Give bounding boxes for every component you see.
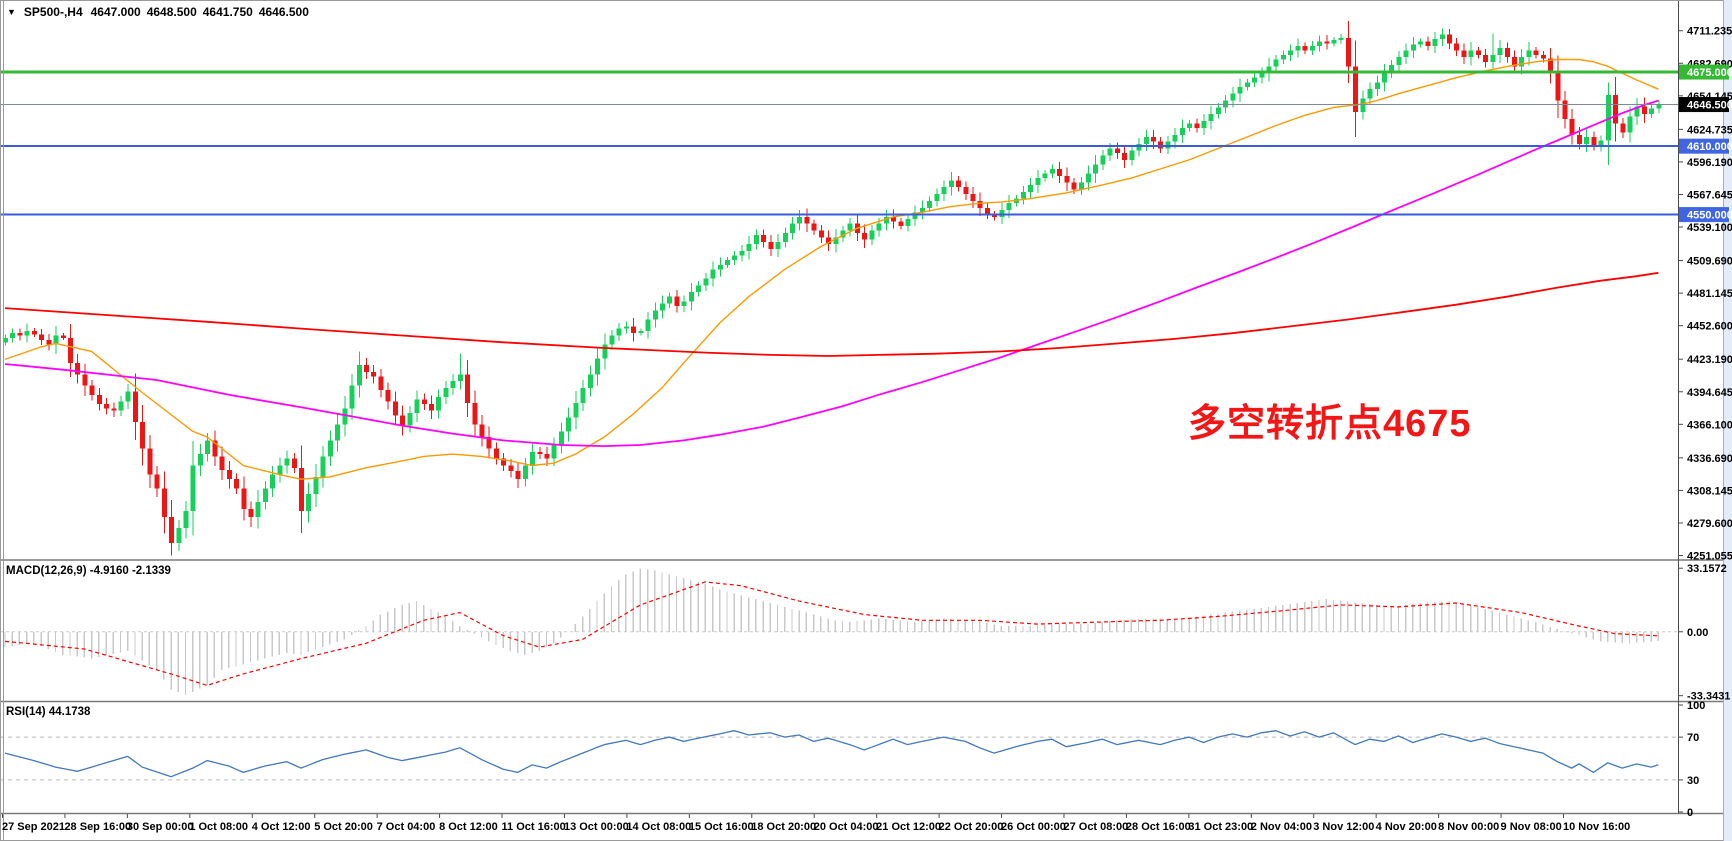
price-tick-label: 4366.100 bbox=[1687, 419, 1732, 431]
chart-title: ▼ SP500-,H4 4647.000 4648.500 4641.750 4… bbox=[7, 5, 309, 19]
rsi-name: RSI(14) bbox=[6, 706, 46, 718]
time-tick-label: 10 Nov 16:00 bbox=[1563, 821, 1630, 833]
time-tick-label: 11 Oct 16:00 bbox=[502, 821, 566, 833]
symbol-period-label: SP500-,H4 bbox=[23, 5, 83, 19]
rsi-label: RSI(14) 44.1738 bbox=[6, 706, 90, 718]
quote-high: 4648.500 bbox=[146, 5, 197, 19]
macd-tick-label: -33.3431 bbox=[1687, 691, 1730, 703]
rsi-tick-label: 70 bbox=[1687, 732, 1699, 744]
price-tick-label: 4336.690 bbox=[1687, 453, 1732, 465]
ma-mid-magenta bbox=[4, 99, 1659, 448]
price-badge bbox=[1679, 207, 1729, 223]
price-badge-label: 4550.000 bbox=[1687, 210, 1732, 222]
price-tick-label: 4394.645 bbox=[1687, 387, 1732, 399]
macd-tick-label: 33.1572 bbox=[1687, 563, 1727, 575]
time-tick-label: 13 Oct 00:00 bbox=[564, 821, 629, 833]
macd-tick-label: 0.00 bbox=[1687, 627, 1708, 639]
price-tick-label: 4509.690 bbox=[1687, 256, 1732, 268]
quote-open: 4647.000 bbox=[90, 5, 141, 19]
price-badge bbox=[1679, 64, 1729, 80]
time-tick-label: 8 Oct 12:00 bbox=[439, 821, 498, 833]
price-tick-label: 4539.100 bbox=[1687, 222, 1732, 234]
price-tick-label: 4567.645 bbox=[1687, 189, 1732, 201]
time-tick-label: 28 Oct 16:00 bbox=[1126, 821, 1191, 833]
chart-menu-triangle-icon[interactable]: ▼ bbox=[7, 7, 16, 17]
time-tick-label: 22 Oct 20:00 bbox=[939, 821, 1004, 833]
price-tick-label: 4308.145 bbox=[1687, 485, 1732, 497]
time-tick-label: 18 Oct 20:00 bbox=[751, 821, 816, 833]
price-tick-label: 4452.600 bbox=[1687, 321, 1732, 333]
rsi-tick-label: 100 bbox=[1687, 700, 1705, 712]
price-tick-label: 4711.235 bbox=[1687, 26, 1732, 38]
rsi-value: 44.1738 bbox=[48, 706, 91, 718]
rsi-tick-label: 30 bbox=[1687, 775, 1699, 787]
time-tick-label: 9 Nov 08:00 bbox=[1501, 821, 1562, 833]
price-tick-label: 4624.735 bbox=[1687, 124, 1732, 136]
price-badge bbox=[1679, 97, 1729, 113]
macd-label: MACD(12,26,9) -4.9160 -2.1339 bbox=[6, 565, 171, 577]
time-tick-label: 21 Oct 12:00 bbox=[876, 821, 941, 833]
price-badge-label: 4646.500 bbox=[1687, 100, 1732, 112]
quote-close: 4646.500 bbox=[258, 5, 309, 19]
quote-low: 4641.750 bbox=[202, 5, 253, 19]
time-tick-label: 26 Oct 00:00 bbox=[1001, 821, 1066, 833]
time-tick-label: 27 Oct 08:00 bbox=[1063, 821, 1128, 833]
time-tick-label: 20 Oct 04:00 bbox=[814, 821, 879, 833]
price-tick-label: 4251.055 bbox=[1687, 551, 1732, 563]
time-tick-label: 27 Sep 2021 bbox=[2, 821, 65, 833]
price-tick-label: 4481.145 bbox=[1687, 288, 1732, 300]
price-tick-label: 4279.600 bbox=[1687, 518, 1732, 530]
time-tick-label: 14 Oct 08:00 bbox=[626, 821, 691, 833]
macd-value: -4.9160 bbox=[89, 565, 129, 577]
time-tick-label: 4 Oct 12:00 bbox=[252, 821, 311, 833]
rsi-tick-label: 0 bbox=[1687, 807, 1693, 819]
time-tick-label: 3 Nov 12:00 bbox=[1313, 821, 1374, 833]
time-tick-label: 7 Oct 04:00 bbox=[377, 821, 436, 833]
time-tick-label: 2 Nov 04:00 bbox=[1251, 821, 1312, 833]
price-badge-label: 4675.000 bbox=[1687, 67, 1732, 79]
price-tick-label: 4423.190 bbox=[1687, 354, 1732, 366]
time-tick-label: 4 Nov 20:00 bbox=[1376, 821, 1437, 833]
ma-slow-red bbox=[4, 271, 1659, 357]
price-badge-label: 4610.000 bbox=[1687, 141, 1732, 153]
price-badge bbox=[1679, 138, 1729, 154]
time-tick-label: 1 Oct 08:00 bbox=[189, 821, 248, 833]
time-tick-label: 30 Sep 00:00 bbox=[127, 821, 194, 833]
price-tick-label: 4596.190 bbox=[1687, 157, 1732, 169]
time-tick-label: 31 Oct 23:00 bbox=[1188, 821, 1253, 833]
time-tick-label: 5 Oct 20:00 bbox=[314, 821, 373, 833]
time-tick-label: 28 Sep 16:00 bbox=[64, 821, 131, 833]
macd-signal-value: -2.1339 bbox=[131, 565, 171, 577]
time-tick-label: 8 Nov 00:00 bbox=[1438, 821, 1499, 833]
macd-name: MACD(12,26,9) bbox=[6, 565, 87, 577]
time-tick-label: 15 Oct 16:00 bbox=[689, 821, 754, 833]
annotation-text: 多空转折点4675 bbox=[1188, 403, 1472, 445]
